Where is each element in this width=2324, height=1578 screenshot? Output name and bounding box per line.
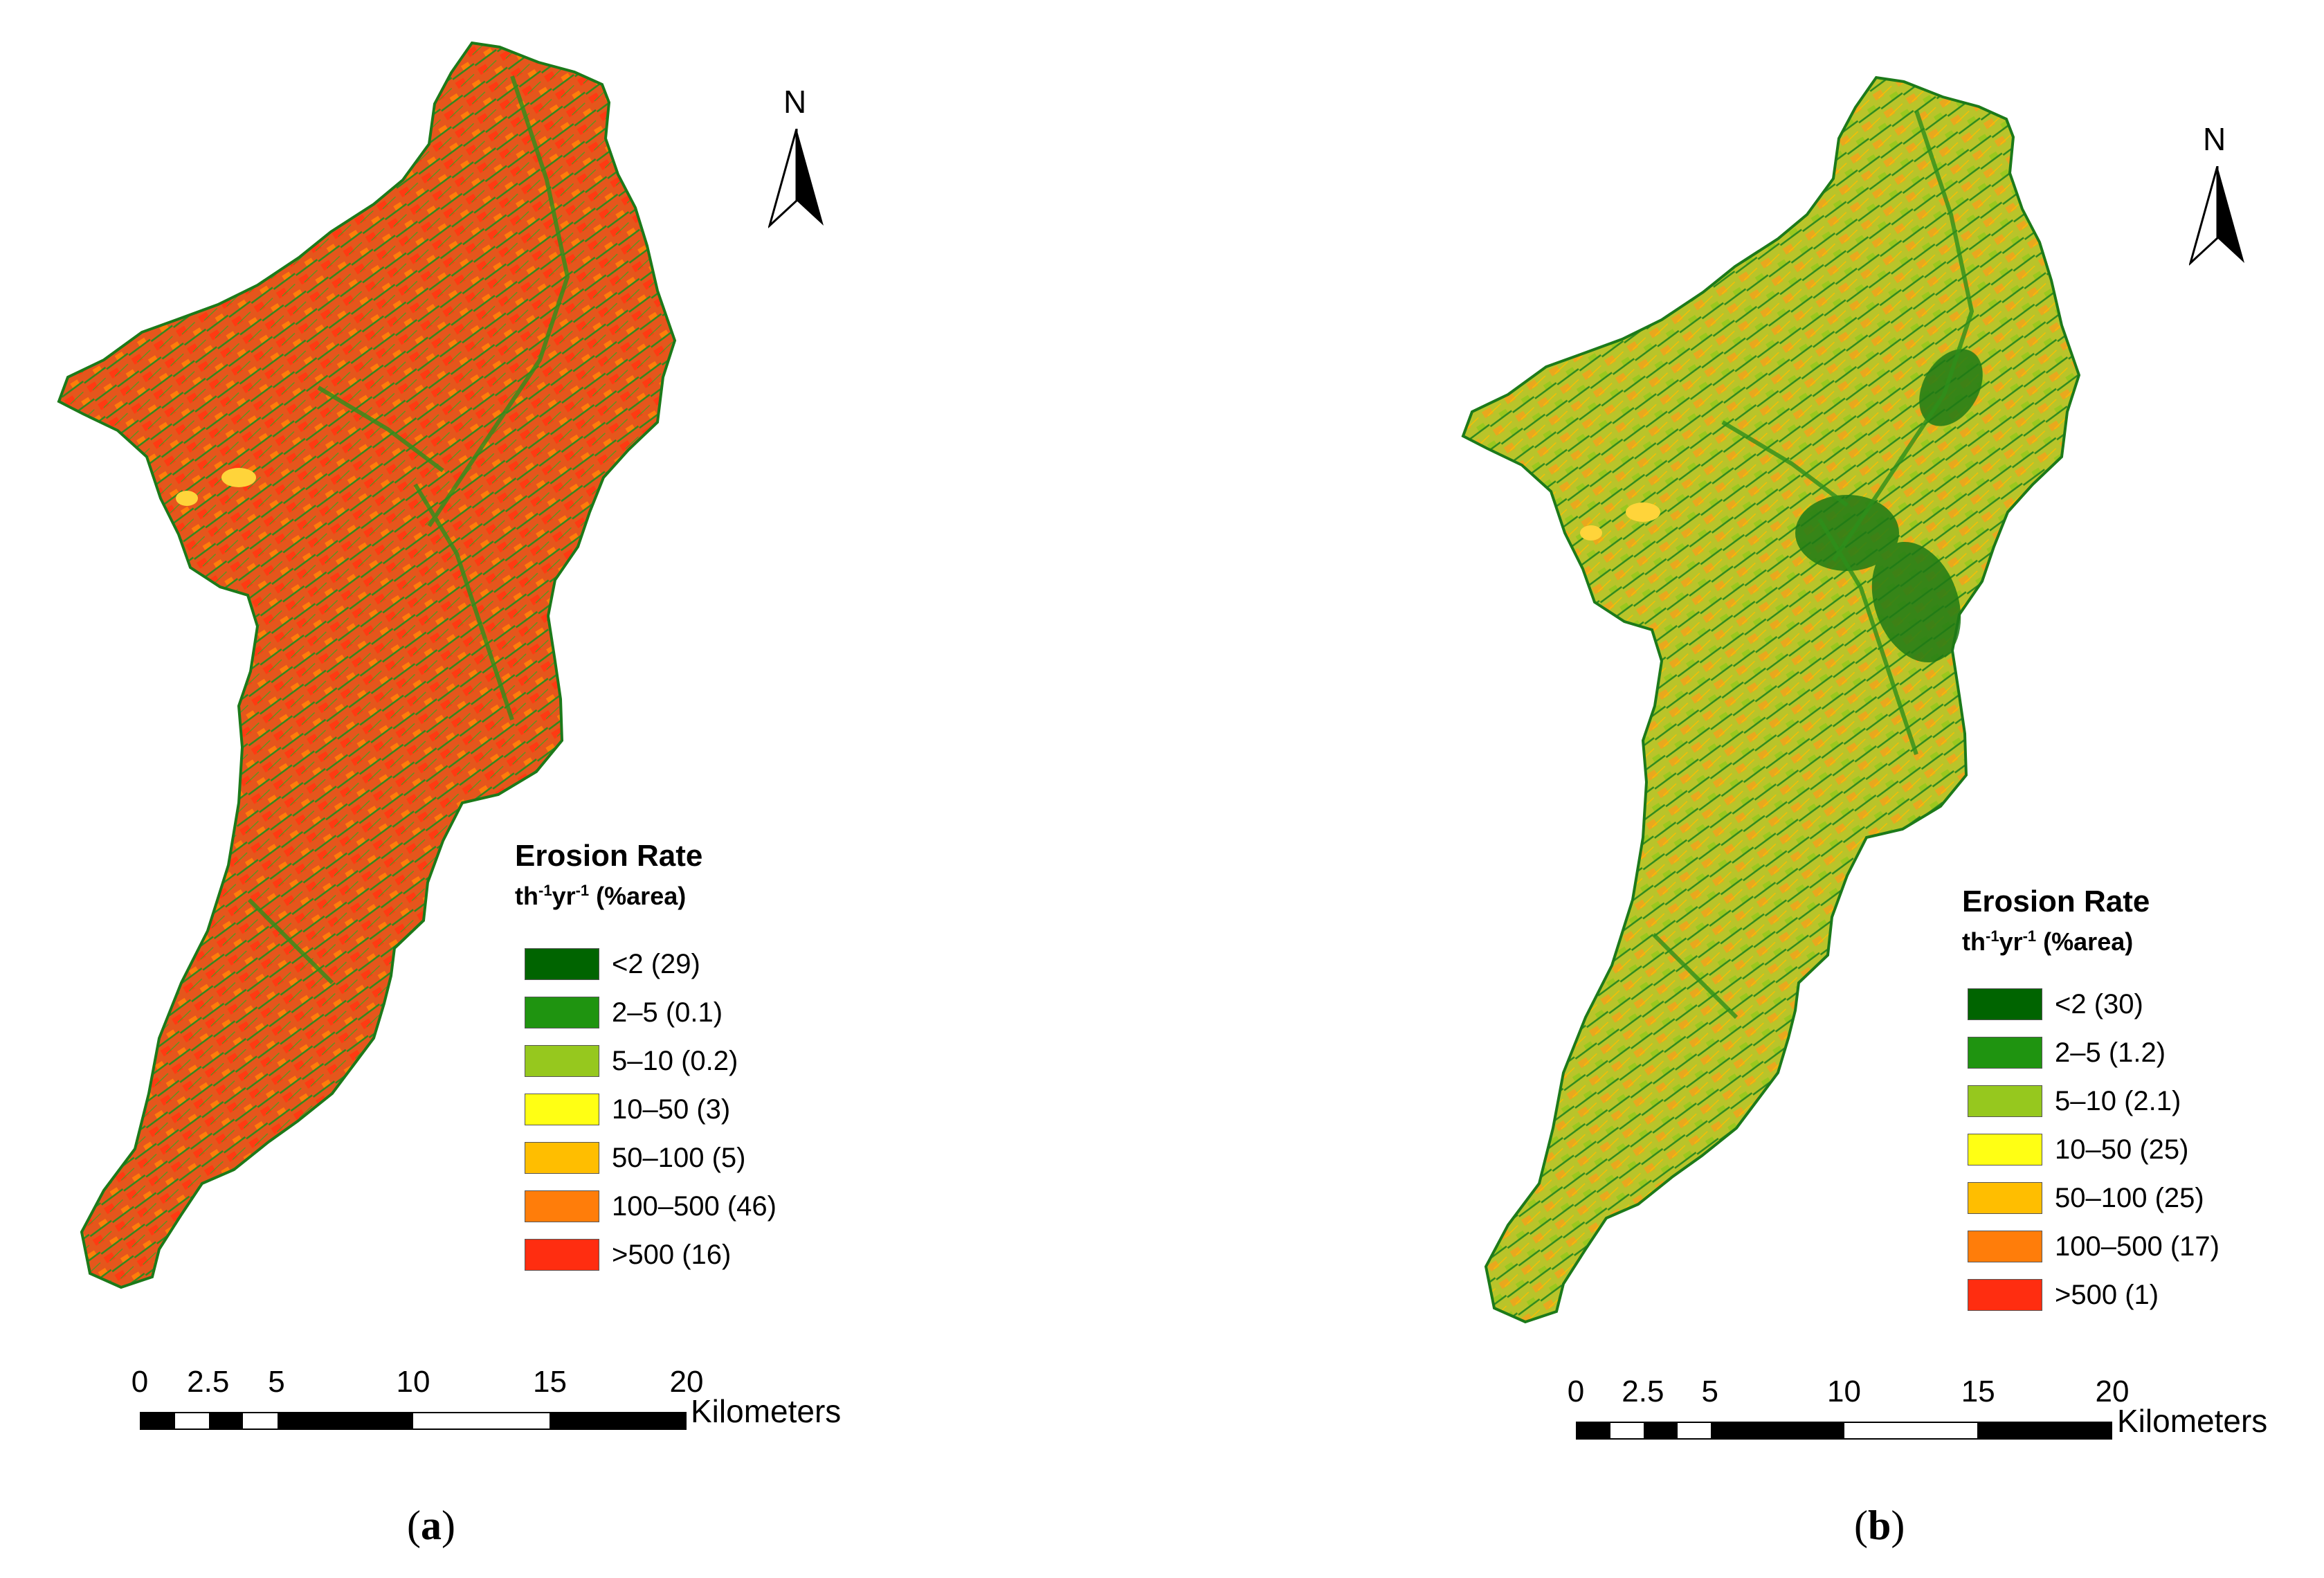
legend-swatch (525, 1142, 599, 1174)
legend-swatch (525, 948, 599, 980)
watershed-region-a (57, 41, 677, 1289)
legend-item: 2–5 (1.2) (1968, 1037, 2166, 1069)
legend-unit-b: th-1yr-1 (%area) (1962, 927, 2134, 956)
legend-label: 100–500 (17) (2055, 1231, 2219, 1262)
legend-label: 50–100 (25) (2055, 1182, 2204, 1213)
legend-item: 5–10 (2.1) (1968, 1085, 2181, 1117)
legend-item: 10–50 (25) (1968, 1134, 2188, 1166)
scale-bar-segment (549, 1413, 685, 1429)
legend-swatch (1968, 988, 2042, 1020)
map-panel-a: N Erosion Rate th-1yr-1 (%area) <2 (29) 2… (57, 41, 842, 1548)
legend-swatch (1968, 1037, 2042, 1069)
scale-tick-label: 5 (268, 1365, 285, 1399)
north-arrow-icon-b (2189, 166, 2244, 266)
scale-tick-label: 5 (1701, 1375, 1718, 1408)
legend-swatch (1968, 1231, 2042, 1262)
legend-label: <2 (30) (2055, 988, 2143, 1019)
scale-bar-segment (175, 1413, 210, 1429)
north-label-a: N (783, 84, 807, 120)
scale-tick-label: 10 (1827, 1375, 1861, 1408)
scale-bar-segment (1677, 1423, 1711, 1438)
scale-unit-b: Kilometers (2117, 1403, 2268, 1439)
legend-label: >500 (1) (2055, 1279, 2159, 1310)
scale-tick-label: 20 (669, 1365, 704, 1399)
legend-swatch (525, 1239, 599, 1271)
scale-bar-a (140, 1412, 687, 1430)
legend-swatch (525, 1045, 599, 1077)
green-channel-network-a (247, 75, 570, 985)
legend-item: 2–5 (0.1) (525, 997, 723, 1028)
map-panel-b: N Erosion Rate th-1yr-1 (%area) <2 (30) 2… (1162, 0, 2324, 1578)
scale-bar-segment (1610, 1423, 1644, 1438)
legend-swatch (525, 1190, 599, 1222)
caption-a: (a) (407, 1503, 455, 1548)
erosion-map-a (57, 41, 677, 1289)
legend-label: >500 (16) (612, 1239, 732, 1270)
scale-bar-segment (1644, 1423, 1678, 1438)
legend-label: 50–100 (5) (612, 1142, 746, 1173)
scale-tick-label: 0 (131, 1365, 149, 1399)
scale-bar-segment (209, 1413, 244, 1429)
legend-swatch (1968, 1279, 2042, 1311)
dark-green-low-erosion-zone-b (1795, 349, 1983, 663)
scale-tick-label: 15 (533, 1365, 567, 1399)
legend-swatch (1968, 1182, 2042, 1214)
north-arrow-icon-a (768, 129, 824, 228)
erosion-map-b (1461, 75, 2081, 1324)
scale-bar-segment (141, 1413, 176, 1429)
legend-item: 10–50 (3) (525, 1094, 730, 1125)
scale-bar-b (1576, 1422, 2112, 1440)
green-channel-network-b (1651, 110, 1975, 1019)
north-label-b: N (2203, 121, 2226, 157)
legend-label: 5–10 (0.2) (612, 1045, 738, 1076)
scale-bar-segment (1577, 1423, 1611, 1438)
legend-item: 5–10 (0.2) (525, 1045, 738, 1077)
scale-bar-segment (243, 1413, 278, 1429)
legend-unit-a: th-1yr-1 (%area) (515, 882, 687, 910)
scale-tick-label: 20 (2095, 1375, 2130, 1408)
scale-bar-segment (1710, 1423, 1844, 1438)
legend-item: >500 (1) (1968, 1279, 2159, 1311)
scale-bar-segment (1844, 1423, 1978, 1438)
legend-label: 10–50 (25) (2055, 1134, 2189, 1165)
scale-bar-segment (277, 1413, 413, 1429)
legend-swatch (1968, 1134, 2042, 1166)
legend-title-b: Erosion Rate (1962, 885, 2150, 918)
scale-tick-label: 2.5 (187, 1365, 230, 1399)
scale-tick-label: 15 (1961, 1375, 1995, 1408)
legend-label: <2 (29) (612, 948, 700, 979)
legend-label: 2–5 (1.2) (2055, 1037, 2166, 1068)
yellow-patch-b (1580, 502, 1660, 541)
legend-item: <2 (30) (1968, 988, 2143, 1020)
legend-item: 50–100 (5) (525, 1142, 745, 1174)
legend-item: 100–500 (17) (1968, 1231, 2219, 1262)
scale-unit-a: Kilometers (691, 1393, 842, 1429)
scale-bar-segment (1977, 1423, 2111, 1438)
legend-label: 2–5 (0.1) (612, 997, 723, 1028)
legend-title-a: Erosion Rate (515, 839, 703, 873)
legend-label: 10–50 (3) (612, 1094, 731, 1125)
scale-bar-segment (413, 1413, 550, 1429)
scale-tick-label: 0 (1567, 1375, 1585, 1408)
caption-b: (b) (1854, 1503, 1905, 1548)
yellow-patch-a (176, 468, 256, 506)
legend-item: 50–100 (25) (1968, 1182, 2204, 1214)
legend-swatch (525, 1094, 599, 1125)
legend-item: >500 (16) (525, 1239, 731, 1271)
legend-label: 5–10 (2.1) (2055, 1085, 2181, 1116)
legend-item: 100–500 (46) (525, 1190, 777, 1222)
legend-label: 100–500 (46) (612, 1190, 777, 1222)
legend-swatch (525, 997, 599, 1028)
scale-tick-label: 10 (396, 1365, 430, 1399)
scale-tick-label: 2.5 (1622, 1375, 1664, 1408)
legend-swatch (1968, 1085, 2042, 1117)
legend-item: <2 (29) (525, 948, 700, 980)
